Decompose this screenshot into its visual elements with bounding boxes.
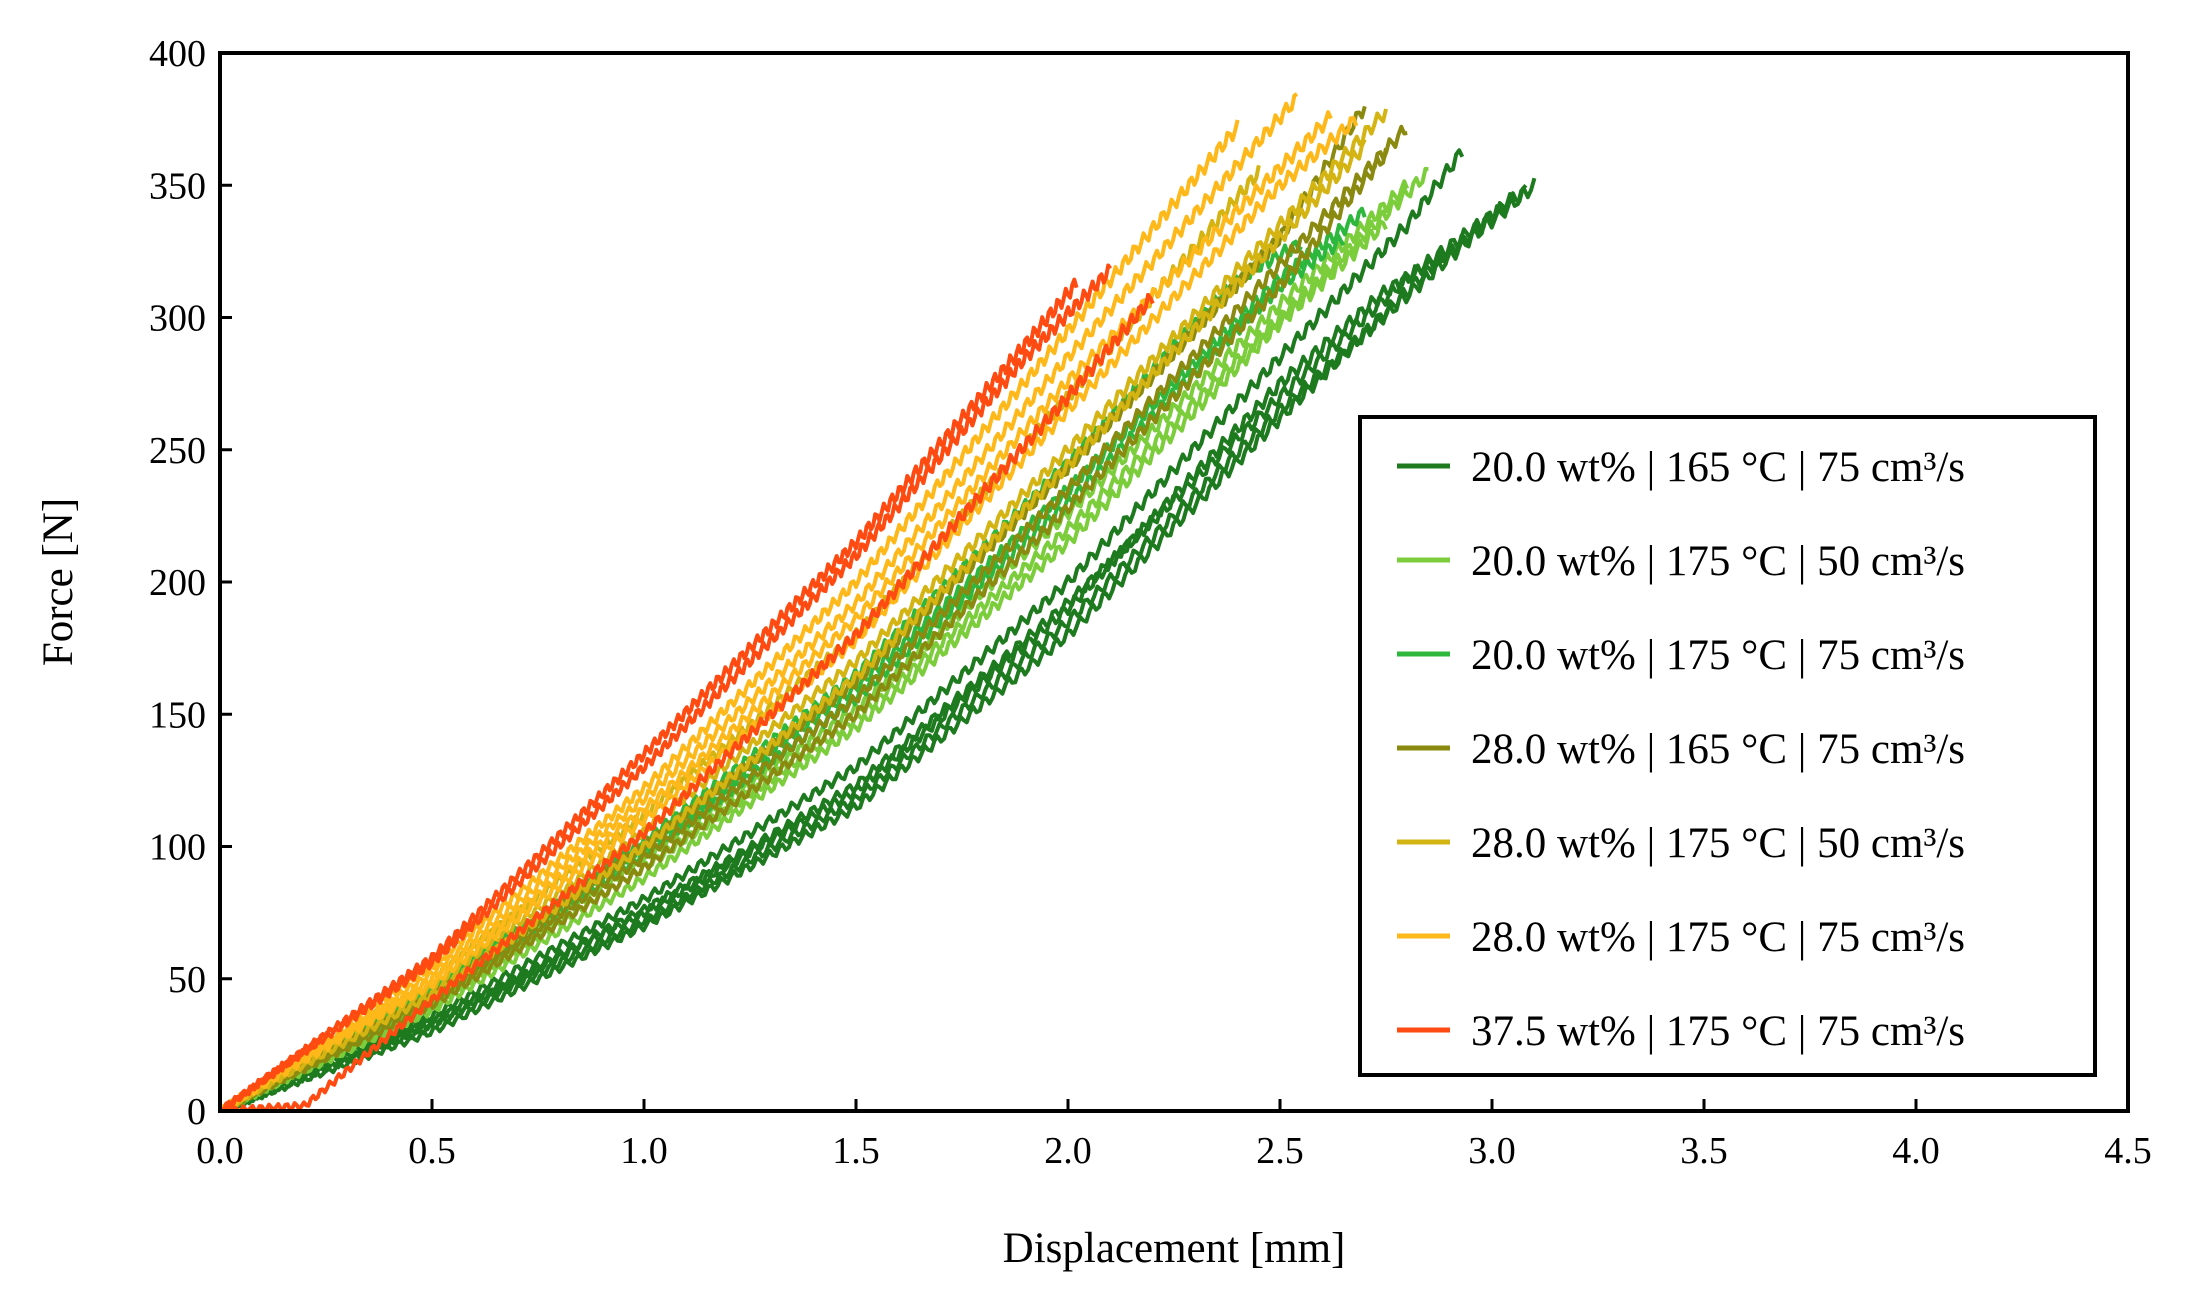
x-tick-label: 0.5: [408, 1130, 456, 1172]
curves-layer: [218, 92, 1537, 1113]
y-tick-label: 250: [149, 430, 206, 472]
y-tick-label: 200: [149, 562, 206, 604]
y-tick-label: 0: [187, 1091, 206, 1133]
x-tick-label: 2.5: [1256, 1130, 1304, 1172]
series-1-curve: [218, 192, 1515, 1113]
series-1-curve: [220, 243, 1460, 1113]
series-7-curve: [220, 292, 1155, 1113]
y-tick-label: 50: [168, 959, 206, 1001]
x-tick-label: 2.0: [1044, 1130, 1092, 1172]
series-2-curve: [219, 219, 1388, 1113]
legend-label: 20.0 wt% | 175 °C | 50 cm³/s: [1471, 538, 1965, 585]
legend: 20.0 wt% | 165 °C | 75 cm³/s 20.0 wt% | 1…: [1358, 415, 2097, 1077]
x-axis-title: Displacement [mm]: [1003, 1225, 1346, 1272]
x-tick-label: 4.5: [2104, 1130, 2152, 1172]
y-tick-label: 350: [149, 165, 206, 207]
x-tick-label: 3.5: [1680, 1130, 1728, 1172]
series-4-curve: [218, 105, 1367, 1113]
y-axis-title: Force [N]: [35, 498, 82, 666]
series-7-curve: [218, 277, 1079, 1113]
series-6-curve: [219, 92, 1299, 1113]
y-tick-label: 300: [149, 298, 206, 340]
y-tick-label: 100: [149, 827, 206, 869]
legend-box: [1358, 415, 2097, 1077]
series-5-curve: [219, 138, 1367, 1113]
legend-label: 28.0 wt% | 175 °C | 75 cm³/s: [1471, 914, 1965, 961]
x-tick-label: 1.5: [832, 1130, 880, 1172]
legend-label: 20.0 wt% | 165 °C | 75 cm³/s: [1471, 444, 1965, 491]
x-tick-label: 3.0: [1468, 1130, 1516, 1172]
axis-ticks: 0.0 0.5 1.0 1.5 2.0 2.5 3.0 3.5 4.0 4.5 0 50 100 150 2…: [149, 33, 2152, 1172]
x-tick-label: 4.0: [1892, 1130, 1940, 1172]
legend-label: 28.0 wt% | 165 °C | 75 cm³/s: [1471, 726, 1965, 773]
y-tick-label: 150: [149, 694, 206, 736]
x-tick-label: 0.0: [196, 1130, 244, 1172]
y-tick-label: 400: [149, 33, 206, 75]
legend-label: 37.5 wt% | 175 °C | 75 cm³/s: [1471, 1008, 1965, 1055]
series-1-curve: [219, 183, 1528, 1113]
x-tick-label: 1.0: [620, 1130, 668, 1172]
legend-label: 28.0 wt% | 175 °C | 50 cm³/s: [1471, 820, 1965, 867]
legend-label: 20.0 wt% | 175 °C | 75 cm³/s: [1471, 632, 1965, 679]
